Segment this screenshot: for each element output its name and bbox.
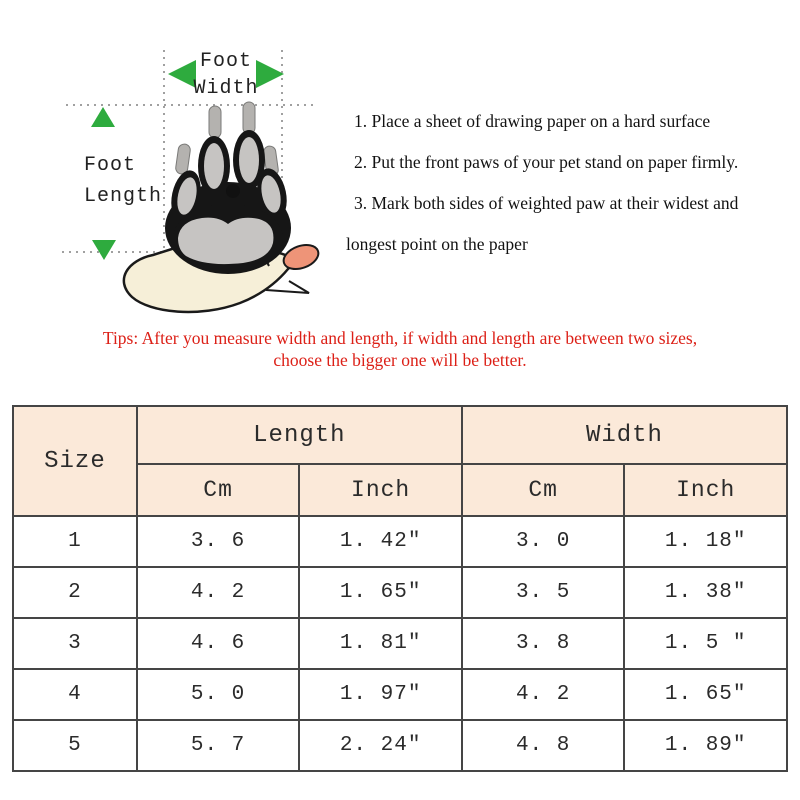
instruction-line-1: 1. Place a sheet of drawing paper on a h… (354, 111, 711, 131)
cell-length-cm: 3. 6 (135, 515, 301, 568)
cell-length-inch: 2. 24″ (298, 719, 463, 772)
cell-size: 1 (12, 515, 138, 568)
cell-length-inch: 1. 65″ (298, 566, 463, 619)
cell-size: 4 (12, 668, 138, 721)
cell-width-inch: 1. 89″ (623, 719, 788, 772)
header-length-cm: Cm (135, 463, 301, 517)
cell-length-inch: 1. 42″ (298, 515, 463, 568)
width-arrow-left-icon (168, 60, 196, 88)
length-arrow-down-icon (92, 240, 116, 260)
cell-width-inch: 1. 5 ″ (623, 617, 788, 670)
cell-size: 3 (12, 617, 138, 670)
header-length: Length (135, 405, 463, 465)
foot-width-label-line1: Foot (200, 50, 252, 73)
cell-width-cm: 3. 8 (460, 617, 626, 670)
cell-width-inch: 1. 18″ (623, 515, 788, 568)
table-row: 4 5. 0 1. 97″ 4. 2 1. 65″ (12, 668, 788, 721)
header-width-inch: Inch (623, 463, 788, 517)
paw-illustration (165, 101, 291, 274)
length-arrow-up-icon (91, 107, 115, 127)
table-row: 3 4. 6 1. 81″ 3. 8 1. 5 ″ (12, 617, 788, 670)
size-table-header-row-1: Size Length Width (12, 405, 789, 517)
table-row: 1 3. 6 1. 42″ 3. 0 1. 18″ (12, 515, 788, 568)
size-table: Size Length Width Cm Inch Cm Inch 1 3. 6… (12, 405, 789, 772)
cell-size: 2 (12, 566, 138, 619)
cell-length-cm: 5. 7 (135, 719, 301, 772)
paw-measurement-diagram: Foot Width Foot Length (62, 50, 320, 314)
width-arrow-right-icon (256, 60, 284, 88)
cell-length-cm: 5. 0 (135, 668, 301, 721)
instruction-line-4: longest point on the paper (346, 234, 528, 254)
measuring-instructions: 1. Place a sheet of drawing paper on a h… (346, 109, 796, 273)
foot-length-label-line2: Length (84, 185, 162, 208)
table-row: 5 5. 7 2. 24″ 4. 8 1. 89″ (12, 719, 788, 772)
header-width: Width (460, 405, 789, 465)
cell-width-cm: 3. 0 (460, 515, 626, 568)
header-length-inch: Inch (298, 463, 463, 517)
size-table-header-row-2: Cm Inch Cm Inch (13, 463, 788, 517)
cell-width-cm: 3. 5 (460, 566, 626, 619)
cell-length-inch: 1. 97″ (298, 668, 463, 721)
tips-note: Tips: After you measure width and length… (0, 327, 800, 371)
cell-width-inch: 1. 65″ (623, 668, 788, 721)
cell-width-inch: 1. 38″ (623, 566, 788, 619)
header-size: Size (12, 405, 138, 517)
cell-size: 5 (12, 719, 138, 772)
instruction-line-3: 3. Mark both sides of weighted paw at th… (354, 193, 739, 213)
cell-length-inch: 1. 81″ (298, 617, 463, 670)
table-row: 2 4. 2 1. 65″ 3. 5 1. 38″ (12, 566, 788, 619)
cell-length-cm: 4. 2 (135, 566, 301, 619)
foot-width-label-line2: Width (193, 77, 258, 100)
dewclaw-pink-nail (282, 243, 320, 271)
measurement-dotted-lines (62, 50, 315, 263)
cell-width-cm: 4. 8 (460, 719, 626, 772)
tips-line-1: Tips: After you measure width and length… (102, 328, 698, 348)
paw-center-dot (226, 184, 240, 198)
cell-length-cm: 4. 6 (135, 617, 301, 670)
cell-width-cm: 4. 2 (460, 668, 626, 721)
tips-line-2: choose the bigger one will be better. (273, 350, 527, 370)
header-width-cm: Cm (460, 463, 626, 517)
foot-length-label-line1: Foot (84, 154, 136, 177)
instruction-line-2: 2. Put the front paws of your pet stand … (354, 152, 739, 172)
